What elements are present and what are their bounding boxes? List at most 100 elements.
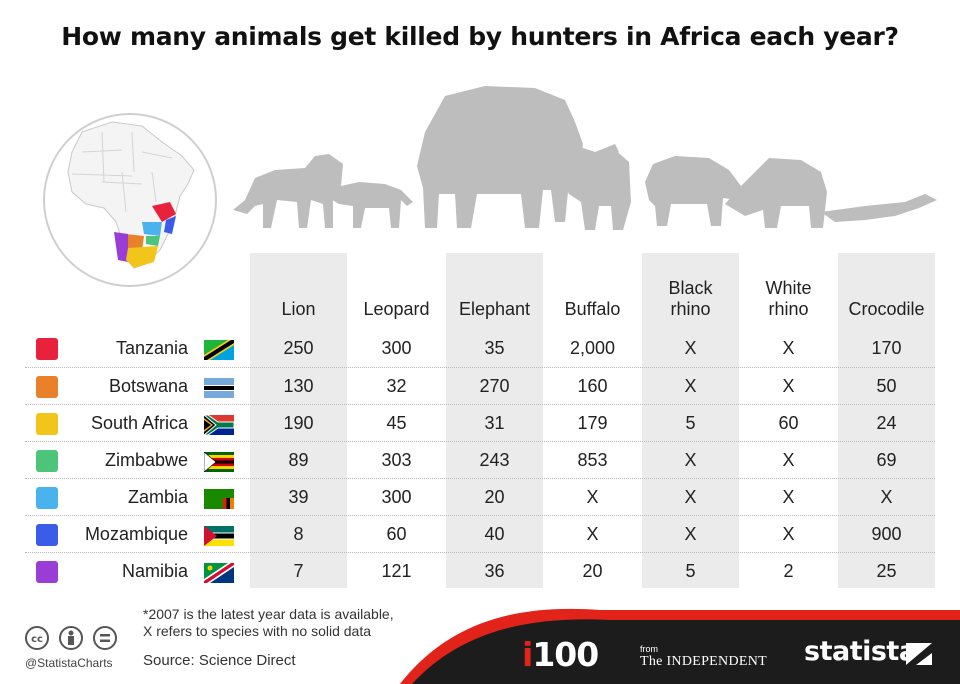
column-header: Elephant (458, 299, 531, 319)
table-cell: 35 (484, 338, 505, 358)
table-row: South Africa 190 45 31 179 5 60 24 (25, 404, 935, 442)
table-row: Mozambique 8 60 40 X X X 900 (25, 515, 935, 553)
table-cell: X (684, 338, 697, 358)
statista-logo-icon (906, 643, 932, 665)
country-label: Mozambique (84, 524, 188, 544)
buffalo-silhouette (547, 146, 631, 230)
botswana-region (126, 234, 144, 250)
country-label: South Africa (90, 413, 188, 433)
black-rhino-silhouette (645, 156, 741, 226)
south-africa-region (126, 246, 158, 268)
table-cell: 7 (293, 561, 304, 581)
footnote: *2007 is the latest year data is availab… (143, 606, 394, 640)
table-cell: 20 (484, 487, 505, 507)
statista-handle: @StatistaCharts (25, 656, 113, 670)
zimbabwe-flag-icon (204, 452, 234, 472)
tanzania-flag-icon (204, 340, 234, 360)
table-cell: X (586, 524, 599, 544)
table-cell: 300 (381, 487, 412, 507)
svg-text:cc: cc (31, 634, 43, 645)
table-row: Zambia 39 300 20 X X X X (25, 478, 935, 516)
column-header: Leopard (363, 299, 430, 319)
tanzania-region (152, 202, 176, 222)
table-cell: 2 (783, 561, 794, 581)
column-band-crocodile (838, 253, 935, 588)
source-text: Source: Science Direct (143, 652, 296, 669)
i100-logo-i: i (522, 635, 533, 674)
column-header: White rhino (765, 278, 812, 319)
country-label: Zambia (127, 487, 188, 507)
mozambique-flag-icon (204, 526, 234, 546)
footnote-line1: *2007 is the latest year data is availab… (143, 606, 394, 622)
table-cell: 5 (685, 561, 696, 581)
table-cell: 179 (577, 413, 608, 433)
column-header: Crocodile (848, 299, 925, 319)
column-band-lion (250, 253, 347, 588)
table-row: Namibia 7 121 36 20 5 2 25 (25, 552, 935, 590)
country-color-swatch (36, 561, 58, 583)
table-cell: 36 (484, 561, 505, 581)
table-cell: 25 (876, 561, 897, 581)
table-cell: 8 (293, 524, 304, 544)
country-color-swatch (36, 376, 58, 398)
table-cell: 250 (283, 338, 314, 358)
country-color-swatch (36, 524, 58, 546)
table-cell: 130 (283, 376, 314, 396)
table-cell: 60 (778, 413, 799, 433)
table-cell: 5 (685, 413, 696, 433)
column-band-black-rhino (642, 253, 739, 588)
table-cell: 50 (876, 376, 897, 396)
country-color-swatch (36, 413, 58, 435)
table-cell: X (684, 524, 697, 544)
chart-title: How many animals get killed by hunters i… (61, 22, 899, 51)
table-cell: 20 (582, 561, 603, 581)
table-cell: 121 (381, 561, 412, 581)
table-cell: 39 (288, 487, 309, 507)
footnote-line2: X refers to species with no solid data (143, 623, 372, 639)
country-label: Tanzania (115, 338, 188, 358)
south-africa-flag-icon (204, 415, 234, 435)
elephant-silhouette (417, 86, 619, 228)
table-cell: X (684, 487, 697, 507)
zambia-flag-icon (204, 489, 234, 509)
table-cell: 89 (288, 450, 309, 470)
table-cell: X (782, 524, 795, 544)
lion-silhouette (233, 154, 343, 228)
table-cell: X (880, 487, 893, 507)
table-cell: 243 (479, 450, 510, 470)
botswana-flag-icon (204, 378, 234, 398)
table-cell: 170 (871, 338, 902, 358)
table-cell: 160 (577, 376, 608, 396)
zimbabwe-region (146, 236, 160, 246)
country-label: Zimbabwe (104, 450, 188, 470)
table-cell: X (782, 450, 795, 470)
country-color-swatch (36, 450, 58, 472)
white-rhino-silhouette (725, 158, 827, 228)
table-row: Tanzania 250 300 35 2,000 X X 170 (25, 330, 935, 367)
table-cell: 270 (479, 376, 510, 396)
animal-silhouettes-icon (233, 86, 937, 230)
independent-logo: The INDEPENDENT (640, 654, 767, 669)
column-header: Lion (281, 299, 316, 319)
country-color-swatch (36, 487, 58, 509)
table-cell: 900 (871, 524, 902, 544)
table-cell: 31 (484, 413, 505, 433)
table-cell: 2,000 (569, 338, 616, 358)
table-row: Botswana 130 32 270 160 X X 50 (25, 367, 935, 405)
crocodile-silhouette (821, 194, 937, 222)
table-cell: 300 (381, 338, 412, 358)
namibia-flag-icon (204, 563, 234, 583)
i100-logo: i100 (522, 635, 599, 674)
table-cell: X (684, 450, 697, 470)
i100-logo-number: 100 (532, 635, 599, 674)
table-cell: X (586, 487, 599, 507)
creative-commons-icon: cc (25, 626, 117, 650)
namibia-region (114, 232, 128, 262)
column-header: Black rhino (668, 278, 713, 319)
country-color-swatch (36, 338, 58, 360)
from-label: from (640, 644, 658, 654)
country-label: Botswana (108, 376, 188, 396)
table-cell: 190 (283, 413, 314, 433)
table-cell: 24 (876, 413, 897, 433)
table-cell: X (684, 376, 697, 396)
